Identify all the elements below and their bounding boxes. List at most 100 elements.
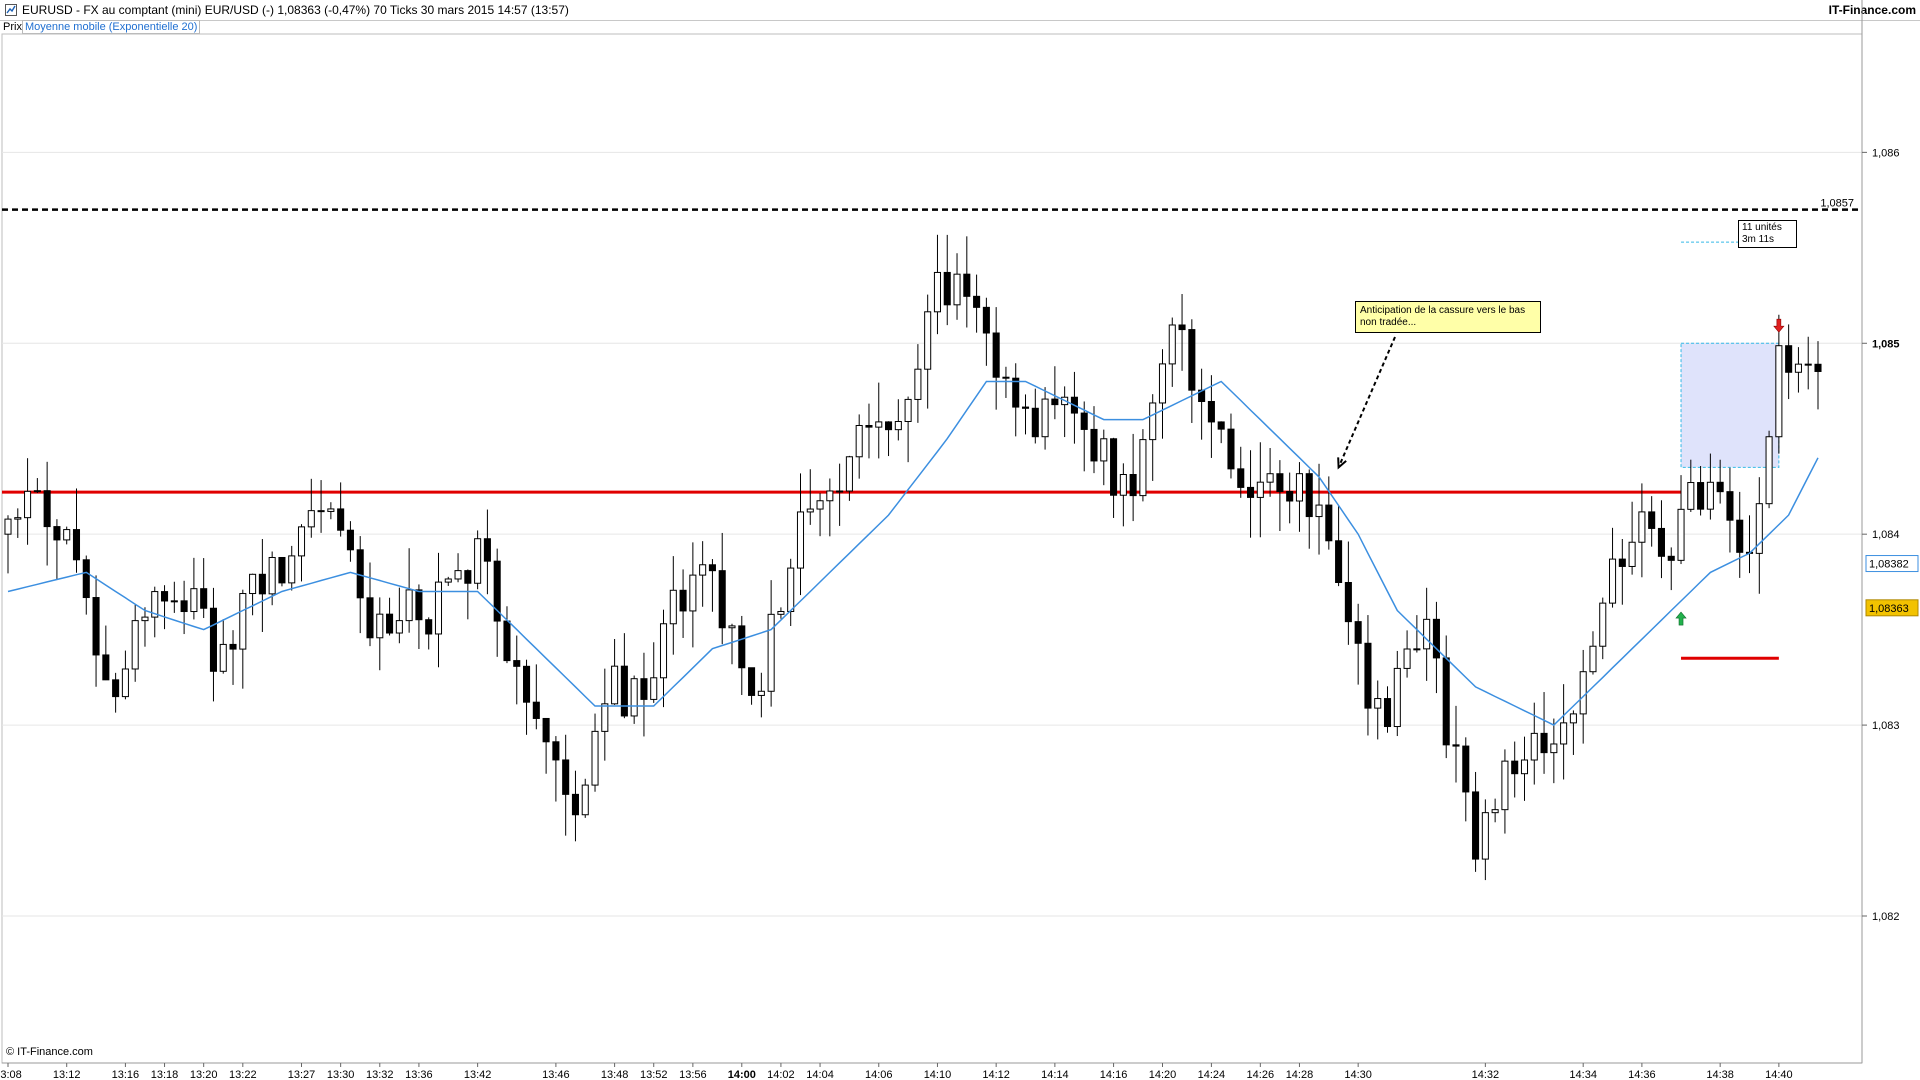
candle-body <box>1374 698 1382 709</box>
candle-body <box>620 665 628 717</box>
candle-body <box>757 690 765 696</box>
time-tick-label: 13:27 <box>288 1069 316 1080</box>
candle-body <box>1716 481 1724 493</box>
candle-body <box>1325 504 1333 542</box>
chart-header: EURUSD - FX au comptant (mini) EUR/USD (… <box>0 0 1920 21</box>
candle-body <box>1530 732 1538 761</box>
candle-body <box>1765 436 1773 505</box>
time-tick-label: 13:32 <box>366 1069 394 1080</box>
candle-body <box>1579 671 1587 715</box>
candle-body <box>386 613 394 634</box>
candle-body <box>1667 555 1675 561</box>
candle-body <box>1364 642 1372 709</box>
candle-body <box>806 508 814 513</box>
candle-body <box>513 660 521 667</box>
count-duration: 3m 11s <box>1742 234 1775 245</box>
ema-price-tag-box <box>1865 555 1919 573</box>
dashed-level-label: 1,0857 <box>1820 198 1854 210</box>
candle-body <box>1295 473 1303 502</box>
candle-body <box>1266 473 1274 483</box>
time-tick-label: 14:36 <box>1628 1069 1656 1080</box>
note-arrow-line <box>1337 336 1396 468</box>
time-tick-label: 14:34 <box>1569 1069 1597 1080</box>
candle-body <box>1041 398 1049 438</box>
candle-body <box>1520 759 1529 775</box>
grid-lines <box>1 33 1863 1064</box>
sell-arrow-icon <box>1773 318 1785 333</box>
candle-body <box>787 567 795 612</box>
annotation-note: Anticipation de la cassure vers le bas n… <box>1355 301 1541 333</box>
time-tick-label: 13:22 <box>229 1069 257 1080</box>
candle-body <box>699 564 707 576</box>
candle-body <box>767 613 775 692</box>
candle-body <box>552 741 560 761</box>
candle-body <box>718 570 726 629</box>
candle-body <box>53 526 61 541</box>
trade-zone <box>1680 342 1780 468</box>
candle-body <box>1090 428 1098 462</box>
buy-arrow-icon <box>1675 611 1687 626</box>
candle-body <box>836 490 844 493</box>
candle-body <box>1207 400 1215 423</box>
candle-body <box>875 421 883 428</box>
candle-body <box>239 593 247 650</box>
ema-price-tag: 1,08382 <box>1865 555 1919 573</box>
chart-overlays: 1,0857 <box>2 198 1862 660</box>
time-tick-label: 13:56 <box>679 1069 707 1080</box>
candle-body <box>131 620 139 670</box>
candle-body <box>796 511 805 569</box>
candle-body <box>190 588 198 613</box>
candle-body <box>1491 809 1499 814</box>
candle-body <box>904 398 912 422</box>
candle-body <box>1794 363 1802 373</box>
candle-body <box>1560 722 1568 745</box>
candle-body <box>1393 667 1401 728</box>
candle-body <box>1237 468 1245 488</box>
candle-body <box>1775 345 1783 438</box>
candle-body <box>523 665 531 703</box>
candle-body <box>297 526 306 557</box>
moving-average-label[interactable]: Moyenne mobile (Exponentielle 20) <box>22 20 201 34</box>
candle-body <box>1423 618 1431 650</box>
candle-body <box>1227 428 1235 470</box>
candle-body <box>1609 558 1617 604</box>
candle-body <box>112 679 120 698</box>
candle-body <box>425 619 433 635</box>
candle-body <box>337 508 345 531</box>
time-tick-label: 14:24 <box>1198 1069 1226 1080</box>
time-tick-label: 13:20 <box>190 1069 218 1080</box>
candle-body <box>973 295 981 308</box>
candle-body <box>748 667 756 696</box>
time-tick-label: 14:14 <box>1041 1069 1069 1080</box>
brand-label[interactable]: IT-Finance.com <box>1828 3 1916 17</box>
candle-body <box>454 570 462 580</box>
price-tick-label: 1,082 <box>1872 911 1900 923</box>
candle-body <box>1677 508 1685 561</box>
candle-body <box>953 273 961 306</box>
time-tick-label: 14:28 <box>1286 1069 1314 1080</box>
candle-body <box>1804 363 1812 366</box>
candle-body <box>571 793 579 816</box>
time-tick-label: 14:02 <box>767 1069 795 1080</box>
candle-body <box>82 559 90 599</box>
count-box: 11 unités 3m 11s <box>1738 220 1797 248</box>
candle-body <box>816 500 824 510</box>
candle-body <box>1256 481 1264 498</box>
candle-body <box>1657 527 1665 557</box>
candle-body <box>1217 421 1225 430</box>
candle-body <box>249 573 257 595</box>
candle-body <box>1305 473 1313 518</box>
candle-body <box>924 311 932 370</box>
candle-body <box>141 616 149 622</box>
time-tick-label: 14:06 <box>865 1069 893 1080</box>
candle-body <box>601 703 609 732</box>
time-tick-label: 13:46 <box>542 1069 570 1080</box>
candle-body <box>493 560 501 622</box>
candle-body <box>894 420 902 431</box>
candle-body <box>1100 438 1108 462</box>
candle-body <box>1638 511 1646 543</box>
candle-body <box>992 332 1000 378</box>
candle-body <box>1403 648 1411 669</box>
candle-body <box>1481 812 1489 860</box>
